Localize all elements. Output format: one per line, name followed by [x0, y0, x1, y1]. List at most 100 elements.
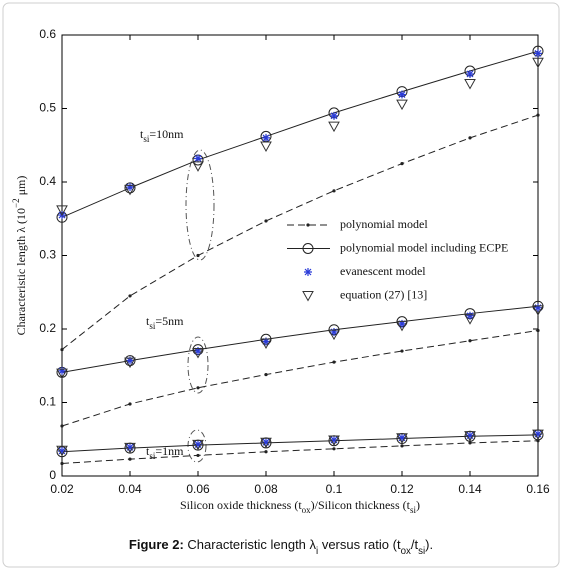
series-line — [61, 434, 539, 453]
point — [128, 457, 132, 461]
label-part: μm) — [14, 176, 28, 199]
legend-label: polynomial model including ECPE — [340, 240, 508, 254]
label-part: =1nm — [155, 444, 184, 458]
label-part: versus ratio (t — [318, 537, 401, 552]
group-ellipse — [187, 336, 209, 394]
point — [532, 429, 544, 441]
label-part: t — [146, 314, 150, 328]
label-part: Characteristic length λ (10 — [14, 208, 28, 335]
point — [56, 445, 68, 457]
figure-caption: Figure 2: Characteristic length λi versu… — [129, 537, 433, 557]
point — [464, 431, 476, 442]
x-tick-label: 0.02 — [50, 482, 74, 496]
point — [466, 431, 474, 440]
point — [124, 355, 136, 367]
point — [534, 49, 542, 58]
group-ellipse — [185, 149, 215, 261]
point — [60, 424, 64, 428]
point — [466, 69, 474, 78]
point — [124, 357, 136, 369]
point — [192, 439, 204, 451]
point — [396, 99, 408, 111]
legend-label: evanescent model — [340, 264, 426, 278]
point — [56, 205, 68, 216]
label-part: ). — [425, 537, 433, 552]
y-tick-label: 0.2 — [39, 321, 56, 335]
point — [398, 433, 406, 442]
y-tick-label: 0.6 — [39, 27, 56, 41]
y-tick-label: 0 — [49, 468, 56, 482]
point — [464, 79, 476, 90]
label-part: Characteristic length λ — [184, 537, 317, 552]
point — [192, 348, 204, 359]
point — [332, 447, 336, 451]
point — [262, 337, 270, 346]
point — [534, 303, 542, 312]
point — [192, 161, 204, 172]
x-axis-label: Silicon oxide thickness (tox)/Silicon th… — [180, 498, 420, 515]
point — [194, 440, 202, 449]
point — [264, 450, 268, 454]
point — [264, 372, 268, 377]
label-part: )/Silicon thickness (t — [311, 498, 411, 512]
point — [464, 314, 476, 325]
point — [264, 219, 268, 223]
point — [400, 162, 404, 166]
label-part: si — [418, 546, 425, 557]
legend-label: polynomial model — [340, 217, 428, 231]
label-part: ox — [302, 505, 312, 515]
point — [330, 111, 338, 120]
legend: polynomial model polynomial model includi… — [287, 217, 508, 302]
label-part: −2 — [11, 198, 21, 208]
point — [332, 189, 336, 193]
plot-frame — [61, 34, 539, 477]
group-label: tsi=10nm — [140, 127, 184, 144]
x-tick-label: 0.06 — [186, 482, 210, 496]
point — [194, 154, 202, 163]
point — [260, 141, 272, 153]
point — [124, 184, 136, 196]
point — [398, 319, 406, 328]
point — [328, 329, 340, 341]
label-part: Figure 2: — [129, 537, 184, 552]
series-line — [61, 329, 539, 427]
point — [128, 294, 132, 298]
x-tick-label: 0.04 — [118, 482, 142, 496]
point — [304, 268, 312, 276]
point — [532, 57, 544, 69]
point — [262, 133, 270, 142]
point — [58, 366, 66, 375]
point — [328, 435, 340, 447]
point — [262, 438, 270, 447]
point — [536, 113, 540, 117]
label-part: =10nm — [149, 127, 184, 141]
group-label: tsi=1nm — [146, 444, 184, 461]
point — [260, 338, 272, 349]
point — [60, 347, 64, 352]
label-part: /t — [411, 537, 419, 552]
x-tick-label: 0.1 — [326, 482, 343, 496]
point — [194, 347, 202, 356]
point — [196, 453, 200, 458]
series-line — [61, 305, 539, 373]
x-tick-label: 0.14 — [458, 482, 482, 496]
label-part: =5nm — [155, 314, 184, 328]
label-part: i — [316, 546, 318, 557]
point — [60, 461, 64, 466]
label-part: t — [146, 444, 150, 458]
label-part: ox — [401, 546, 411, 557]
point — [126, 183, 134, 192]
point — [128, 402, 132, 406]
point — [196, 386, 200, 390]
x-tick-label: 0.12 — [390, 482, 414, 496]
label-part: si — [149, 321, 156, 331]
label-part: ) — [416, 498, 420, 512]
point — [396, 320, 408, 332]
point — [58, 447, 66, 456]
point — [532, 305, 544, 316]
point — [302, 243, 314, 254]
group-label: tsi=5nm — [146, 314, 184, 331]
y-axis-label: Characteristic length λ (10−2 μm) — [11, 176, 28, 336]
series-line — [61, 114, 539, 350]
